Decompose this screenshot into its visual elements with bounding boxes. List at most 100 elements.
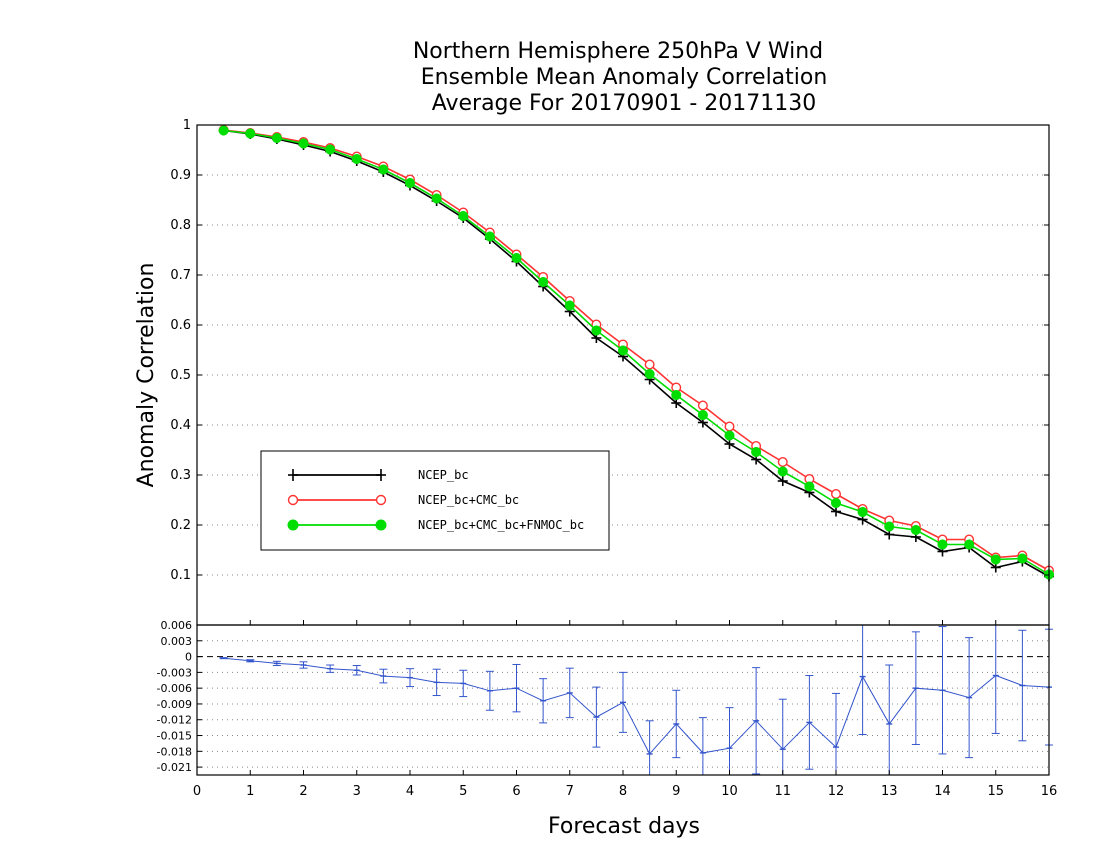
lower-y-tick-label: 0.006 (161, 619, 193, 632)
legend-circle-marker (375, 494, 387, 506)
series-2-point (724, 421, 735, 432)
series-2-point (777, 457, 788, 468)
x-axis-title: Forecast days (548, 814, 700, 839)
series-1-point (777, 476, 788, 486)
upper-y-tick-label: 0.1 (170, 568, 191, 583)
lower-series-group (219, 625, 1053, 775)
difference-line (223, 657, 1050, 755)
error-bar (645, 720, 654, 775)
x-tick-label: 15 (987, 784, 1004, 799)
x-tick-label: 13 (881, 784, 898, 799)
x-tick-label: 12 (828, 784, 845, 799)
series-3-point (830, 497, 842, 509)
legend-label: NCEP_bc (418, 468, 469, 482)
series-3-point (378, 164, 389, 175)
series-3-point (724, 430, 735, 441)
title-line-3: Average For 20170901 - 20171130 (432, 91, 817, 116)
x-tick-label: 6 (512, 784, 520, 799)
series-3-point (644, 368, 655, 380)
error-bar (725, 707, 734, 775)
series-3-point (431, 193, 442, 204)
lower-y-tick-label: -0.018 (157, 745, 192, 758)
x-tick-label: 11 (774, 784, 791, 799)
series-3-point (937, 539, 948, 550)
x-tick-label: 9 (672, 784, 680, 799)
legend-entry-2: NCEP_bc+CMC_bc (287, 493, 519, 507)
legend-dot-marker (375, 519, 387, 531)
series-3-point (671, 389, 682, 401)
upper-y-tick-label: 0.2 (170, 518, 191, 533)
upper-y-tick-label: 0.5 (170, 368, 191, 383)
series-1-point (831, 506, 841, 517)
series-2-point (644, 359, 655, 370)
series-3-point (751, 446, 762, 458)
error-bar (885, 664, 894, 775)
lower-y-tick-label: -0.003 (157, 666, 192, 679)
upper-y-axis: 0.1 0.2 0.3 0.4 0.5 0.6 0.7 0.8 0.9 1 (170, 118, 1049, 583)
legend-label: NCEP_bc+CMC_bc+FNMOC_bc (418, 518, 584, 532)
x-tick-label: 1 (246, 784, 254, 799)
x-tick-label: 4 (406, 784, 414, 799)
upper-series-group (218, 124, 1055, 582)
upper-gridlines (197, 174, 1049, 576)
x-tick-label: 5 (459, 784, 467, 799)
series-2-point (697, 400, 708, 411)
series-3-point (564, 300, 575, 311)
lower-y-tick-label: 0 (185, 651, 192, 664)
series-3-point (325, 144, 336, 155)
error-bar (858, 625, 867, 735)
upper-y-tick-label: 0.9 (170, 168, 191, 183)
lower-y-tick-label: -0.012 (157, 714, 192, 727)
x-tick-label: 0 (193, 784, 201, 799)
upper-y-tick-label: 0.3 (170, 468, 191, 483)
error-bar (832, 692, 840, 775)
series-3-point (511, 252, 522, 264)
title-line-1: Northern Hemisphere 250hPa V Wind (413, 39, 823, 64)
series-3-point (218, 125, 229, 136)
series-3-point (298, 138, 309, 149)
series-3-point (964, 539, 975, 550)
legend-entry-1: NCEP_bc (288, 468, 469, 482)
series-3-point (351, 153, 362, 165)
series-3-point (990, 554, 1001, 565)
series-3-point (777, 466, 788, 477)
series-3-point (910, 524, 921, 536)
series-3-point (884, 521, 895, 532)
x-tick-label: 8 (619, 784, 627, 799)
error-bar (778, 698, 787, 775)
series-3-point (804, 481, 815, 492)
x-tick-label: 16 (1041, 784, 1058, 799)
series-3-point (458, 210, 469, 222)
lower-y-tick-label: -0.009 (157, 698, 192, 711)
x-tick-label: 3 (353, 784, 361, 799)
upper-y-tick-label: 1 (183, 118, 191, 133)
legend-label: NCEP_bc+CMC_bc (418, 493, 519, 507)
legend-entry-3: NCEP_bc+CMC_bc+FNMOC_bc (287, 518, 584, 532)
lower-y-tick-label: -0.015 (157, 730, 192, 743)
series-3-point (484, 231, 495, 242)
chart-title: Northern Hemisphere 250hPa V Wind Ensemb… (413, 39, 827, 116)
legend-dot-marker (287, 519, 299, 531)
x-tick-label: 14 (934, 784, 951, 799)
x-tick-label: 10 (721, 784, 738, 799)
legend-circle-marker (287, 494, 299, 506)
series-3-point (697, 409, 708, 421)
upper-y-tick-label: 0.6 (170, 318, 191, 333)
series-2-point (831, 489, 842, 500)
lower-y-tick-label: -0.006 (157, 682, 192, 695)
error-bar (698, 717, 707, 775)
x-axis: 0 1 2 3 4 5 6 7 8 9 10 11 12 13 14 15 16 (193, 620, 1057, 799)
legend: NCEP_bc NCEP_bc+CMC_bc NCEP_bc+CMC_bc+FNMO… (260, 450, 610, 551)
series-3-point (404, 177, 416, 189)
upper-y-tick-label: 0.8 (170, 218, 191, 233)
series-3-point (857, 506, 868, 518)
series-3-point (591, 325, 602, 336)
lower-y-tick-label: -0.021 (157, 761, 192, 774)
x-tick-label: 2 (299, 784, 307, 799)
series-3-point (617, 345, 629, 356)
series-1-point (724, 439, 735, 449)
series-3-point (538, 276, 549, 288)
error-bar (991, 625, 1000, 734)
lower-y-axis: 0.006 0.003 0 -0.003 -0.006 -0.009 -0.012 -0.01… (157, 619, 202, 774)
